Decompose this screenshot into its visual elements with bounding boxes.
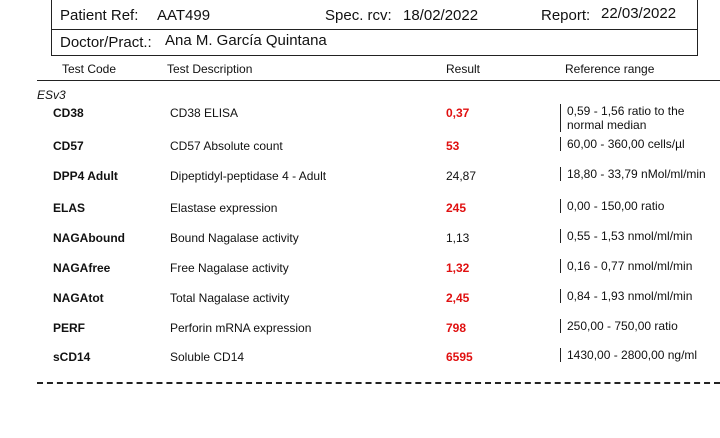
footer-dashed-rule — [37, 382, 720, 384]
test-code: NAGAbound — [53, 231, 125, 245]
section-label: ESv3 — [37, 88, 66, 102]
test-description: Soluble CD14 — [170, 350, 245, 364]
table-row: DPP4 Adult Dipeptidyl-peptidase 4 - Adul… — [0, 167, 720, 199]
doctor-value: Ana M. García Quintana — [165, 32, 327, 49]
report-value: 22/03/2022 — [601, 5, 677, 22]
test-code: NAGAtot — [53, 291, 104, 305]
reference-range: 18,80 - 33,79 nMol/ml/min — [560, 167, 717, 181]
spec-rcv-value: 18/02/2022 — [403, 7, 479, 24]
test-code: PERF — [53, 321, 86, 335]
table-row: ELAS Elastase expression 245 0,00 - 150,… — [0, 199, 720, 231]
test-description: Perforin mRNA expression — [170, 321, 312, 335]
test-code: sCD14 — [53, 350, 91, 364]
test-result: 245 — [446, 201, 467, 215]
table-row: NAGAtot Total Nagalase activity 2,45 0,8… — [0, 289, 720, 321]
spec-rcv-label: Spec. rcv: — [325, 7, 392, 24]
test-result: 24,87 — [446, 169, 477, 183]
test-result: 2,45 — [446, 291, 470, 305]
reference-range: 250,00 - 750,00 ratio — [560, 319, 717, 333]
test-description: CD57 Absolute count — [170, 139, 283, 153]
test-code: ELAS — [53, 201, 86, 215]
test-result: 1,13 — [446, 231, 470, 245]
reference-range: 0,00 - 150,00 ratio — [560, 199, 717, 213]
test-description: Dipeptidyl-peptidase 4 - Adult — [170, 169, 327, 183]
reference-range: 0,55 - 1,53 nmol/ml/min — [560, 229, 717, 243]
doctor-label: Doctor/Pract.: — [60, 34, 152, 51]
test-description: Total Nagalase activity — [170, 291, 290, 305]
table-row: sCD14 Soluble CD14 6595 1430,00 - 2800,0… — [0, 348, 720, 380]
reference-range: 0,16 - 0,77 nmol/ml/min — [560, 259, 717, 273]
reference-range: 0,84 - 1,93 nmol/ml/min — [560, 289, 717, 303]
table-row: PERF Perforin mRNA expression 798 250,00… — [0, 319, 720, 351]
report-label: Report: — [541, 7, 591, 24]
test-result: 1,32 — [446, 261, 470, 275]
test-code: NAGAfree — [53, 261, 111, 275]
reference-range: 60,00 - 360,00 cells/µl — [560, 137, 717, 151]
test-code: CD38 — [53, 106, 84, 120]
patient-header-box: Patient Ref: AAT499 Spec. rcv: 18/02/202… — [51, 0, 698, 56]
col-head-code: Test Code — [62, 62, 117, 76]
col-head-reference: Reference range — [565, 62, 655, 76]
table-row: CD57 CD57 Absolute count 53 60,00 - 360,… — [0, 137, 720, 169]
table-row: NAGAfree Free Nagalase activity 1,32 0,1… — [0, 259, 720, 291]
col-head-description: Test Description — [167, 62, 253, 76]
test-code: DPP4 Adult — [53, 169, 118, 183]
header-divider — [52, 29, 697, 30]
test-description: Bound Nagalase activity — [170, 231, 299, 245]
test-description: CD38 ELISA — [170, 106, 239, 120]
reference-range: 0,59 - 1,56 ratio to the normal median — [560, 104, 717, 132]
test-code: CD57 — [53, 139, 84, 153]
table-row: NAGAbound Bound Nagalase activity 1,13 0… — [0, 229, 720, 261]
test-result: 0,37 — [446, 106, 470, 120]
patient-ref-label: Patient Ref: — [60, 7, 139, 24]
patient-ref-value: AAT499 — [157, 7, 211, 24]
test-result: 53 — [446, 139, 460, 153]
table-row: CD38 CD38 ELISA 0,37 0,59 - 1,56 ratio t… — [0, 104, 720, 136]
reference-range: 1430,00 - 2800,00 ng/ml — [560, 348, 717, 362]
col-head-result: Result — [446, 62, 481, 76]
test-result: 6595 — [446, 350, 473, 364]
test-description: Free Nagalase activity — [170, 261, 289, 275]
test-result: 798 — [446, 321, 467, 335]
test-description: Elastase expression — [170, 201, 278, 215]
column-header-rule — [37, 80, 720, 81]
